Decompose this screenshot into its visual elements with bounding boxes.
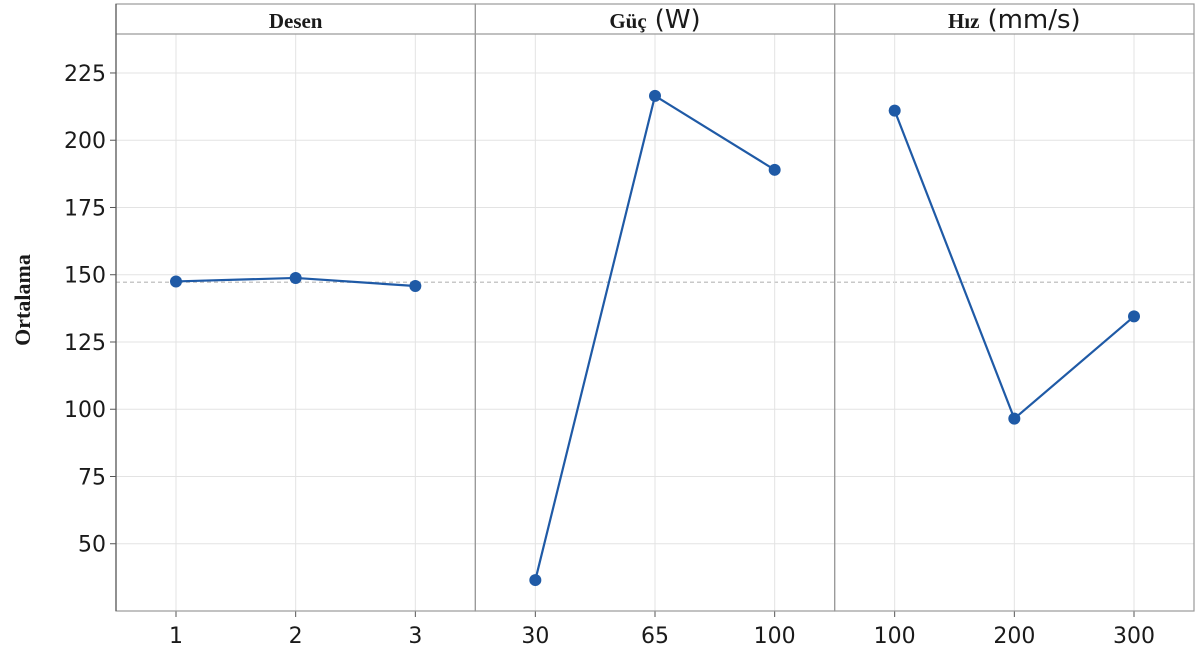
x-tick-label-200: 200 (993, 624, 1035, 649)
panel-title-name: Güç (609, 9, 646, 33)
panel-title-unit: (W) (655, 5, 701, 35)
y-tick-label: 150 (64, 264, 106, 289)
text-layer: Ortalama 50 75 100 125 150 175 200 225 1 2 3 Desen 3… (10, 5, 1155, 649)
x-tick-label-100: 100 (754, 624, 796, 649)
panel-title-name: Desen (269, 9, 323, 33)
y-tick-label: 125 (64, 331, 106, 356)
y-tick-label: 75 (78, 465, 106, 490)
panel-frames (110, 3, 1195, 617)
x-tick-label-1: 1 (169, 624, 183, 649)
x-tick-label-300: 300 (1113, 624, 1155, 649)
y-axis-label: Ortalama (10, 254, 35, 346)
data-point (649, 89, 661, 102)
data-point (1128, 310, 1140, 323)
panel-title-name: Hız (948, 9, 980, 33)
data-layer (170, 89, 1140, 587)
panel-title-unit: (mm/s) (987, 5, 1080, 35)
x-tick-label-2: 2 (289, 624, 303, 649)
panel-frame (834, 3, 1195, 612)
data-point (529, 574, 542, 587)
y-tick-label: 175 (64, 196, 106, 221)
y-tick-label: 100 (64, 398, 106, 423)
panel-title: Hız (mm/s) (948, 5, 1081, 35)
x-tick-label-3: 3 (408, 624, 422, 649)
x-tick-label-65: 65 (641, 624, 669, 649)
panel-title: Güç (W) (609, 5, 700, 35)
y-tick-label: 225 (64, 62, 106, 87)
data-point (409, 280, 422, 293)
grid-layer (116, 34, 1194, 611)
data-point (1008, 412, 1021, 425)
data-point (768, 163, 781, 176)
data-point (170, 275, 182, 288)
x-tick-label-100: 100 (874, 624, 916, 649)
y-tick-label: 200 (64, 129, 106, 154)
data-point (888, 104, 901, 117)
y-tick-label: 50 (78, 533, 106, 558)
x-tick-label-30: 30 (521, 624, 549, 649)
panel-title: Desen (269, 9, 323, 33)
data-point (289, 271, 302, 284)
